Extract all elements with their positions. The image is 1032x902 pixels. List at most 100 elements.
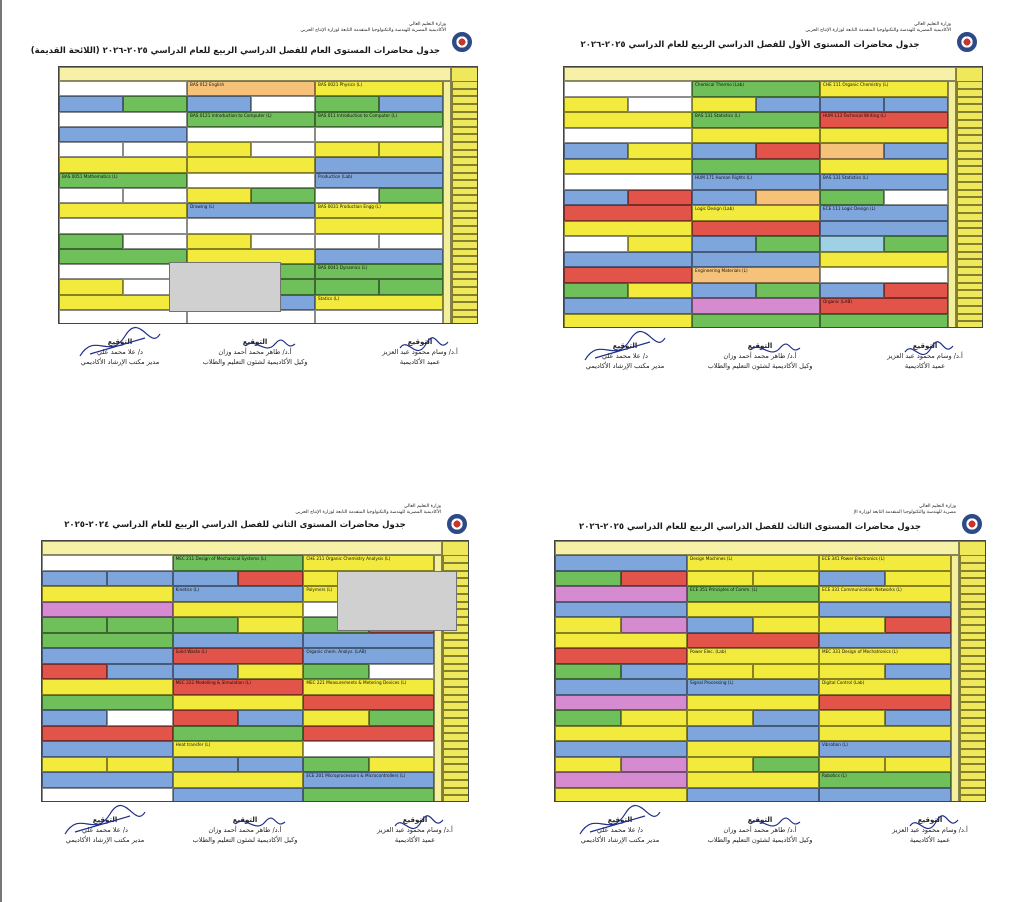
course-cell: Engineering Materials (L) xyxy=(692,267,820,283)
signature-label: التوقيع xyxy=(917,816,943,824)
time-slot-cell xyxy=(452,157,477,165)
course-cell xyxy=(885,617,951,633)
time-slot-cell xyxy=(960,694,985,703)
time-slot-cell xyxy=(960,748,985,757)
course-cell xyxy=(555,679,687,695)
course-label: BAS 0041 Dynamics (L) xyxy=(318,265,368,270)
time-slot-cell xyxy=(960,578,985,586)
course-cell xyxy=(123,187,187,203)
course-cell xyxy=(819,617,885,633)
course-cell xyxy=(885,663,951,679)
course-cell xyxy=(555,601,687,617)
institution-line: الأكاديمية المصرية للهندسة والتكنولوجيا … xyxy=(295,510,441,515)
time-slot-cell xyxy=(443,779,468,788)
course-cell xyxy=(315,218,443,234)
course-label: Logic Design (Lab) xyxy=(695,206,734,211)
time-slot-cell xyxy=(960,702,985,710)
course-cell xyxy=(59,111,187,127)
course-label: Heat transfer (L) xyxy=(175,742,211,747)
time-slot-cell xyxy=(443,702,468,710)
course-cell xyxy=(564,282,628,298)
time-slot-cell xyxy=(443,717,468,726)
time-slot-cell xyxy=(957,112,982,120)
course-label: Drawing (L) xyxy=(190,204,215,209)
course-cell: MEC 211 Design of Mechanical Systems (L) xyxy=(172,555,304,571)
course-cell xyxy=(251,96,315,112)
course-cell xyxy=(42,617,108,633)
course-cell xyxy=(884,236,948,252)
time-slot-cell xyxy=(957,251,982,260)
course-cell xyxy=(59,279,123,295)
time-slot-cell xyxy=(960,756,985,765)
time-slot-cell xyxy=(957,174,982,182)
course-cell xyxy=(819,710,885,726)
signature-label: التوقيع xyxy=(747,342,773,350)
time-slot-cell xyxy=(452,302,477,310)
time-slot-cell xyxy=(960,717,985,726)
course-cell xyxy=(687,663,753,679)
timetable-grid: BAS 0021 Physics (L) BAS 011 Introduction… xyxy=(58,66,478,324)
academy-logo-icon xyxy=(452,32,472,52)
time-slot-cell xyxy=(957,81,982,89)
time-slot-cell xyxy=(960,787,985,796)
signature-scribble xyxy=(909,815,959,830)
course-cell xyxy=(555,617,621,633)
course-label: CHE 211 Organic Chemistry Analysis (L) xyxy=(306,556,391,561)
course-cell: BAS 0021 Physics (L) xyxy=(315,81,443,97)
time-slot-cell xyxy=(960,795,985,801)
time-slot-cell xyxy=(960,586,985,594)
course-cell xyxy=(753,756,819,772)
time-slot-cell xyxy=(452,286,477,295)
grid-header-row xyxy=(555,541,959,555)
course-cell xyxy=(107,570,173,586)
course-cell xyxy=(820,158,948,174)
course-cell: BAS 012 English xyxy=(187,81,315,97)
time-slot-cell xyxy=(452,119,477,127)
course-cell xyxy=(107,710,173,726)
course-cell: Heat transfer (L) xyxy=(172,741,304,757)
signatory-role: مدير مكتب الإرشاد الأكاديمي xyxy=(580,836,660,844)
course-label: Vibration (L) xyxy=(822,742,848,747)
course-cell xyxy=(692,282,756,298)
course-cell xyxy=(315,142,379,158)
course-cell xyxy=(42,787,173,801)
handwritten-signatures xyxy=(584,331,954,361)
time-slot-cell xyxy=(957,298,982,306)
course-cell xyxy=(379,96,443,112)
course-label: HUM 171 Human Rights (L) xyxy=(695,175,753,180)
course-cell xyxy=(172,772,304,788)
time-slot-cell xyxy=(443,679,468,687)
course-cell xyxy=(315,309,443,323)
course-cell: Production (Lab) xyxy=(315,172,443,188)
course-cell xyxy=(303,787,434,801)
time-slot-cell xyxy=(957,274,982,283)
course-cell xyxy=(819,601,951,617)
grid-header-row xyxy=(564,67,956,81)
course-cell xyxy=(564,251,692,267)
course-label: CHE 111 Organic Chemistry (L) xyxy=(823,82,889,87)
time-slot-cell xyxy=(443,555,468,563)
course-cell xyxy=(172,725,304,741)
course-cell xyxy=(687,787,819,801)
signature-label: التوقيع xyxy=(912,342,938,350)
time-slot-cell xyxy=(443,694,468,703)
course-cell: Vibration (L) xyxy=(819,741,951,757)
course-cell xyxy=(820,127,948,143)
time-slot-cell xyxy=(452,218,477,226)
schedule-title: جدول محاضرات المستوى العام للفصل الدراسي… xyxy=(30,46,440,56)
course-cell xyxy=(42,710,108,726)
course-cell xyxy=(59,157,187,173)
course-cell xyxy=(238,617,304,633)
course-cell xyxy=(820,236,884,252)
course-cell xyxy=(692,143,756,159)
time-slot-cell xyxy=(452,142,477,150)
time-slot-cell xyxy=(452,187,477,196)
course-cell xyxy=(303,756,369,772)
course-cell xyxy=(238,663,304,679)
course-cell xyxy=(692,236,756,252)
course-cell xyxy=(555,756,621,772)
signatory-role: مدير مكتب الإرشاد الأكاديمي xyxy=(585,362,665,370)
course-label: Power Elec. (Lab) xyxy=(690,649,727,654)
course-cell xyxy=(172,632,304,648)
academy-logo-icon xyxy=(962,514,982,534)
